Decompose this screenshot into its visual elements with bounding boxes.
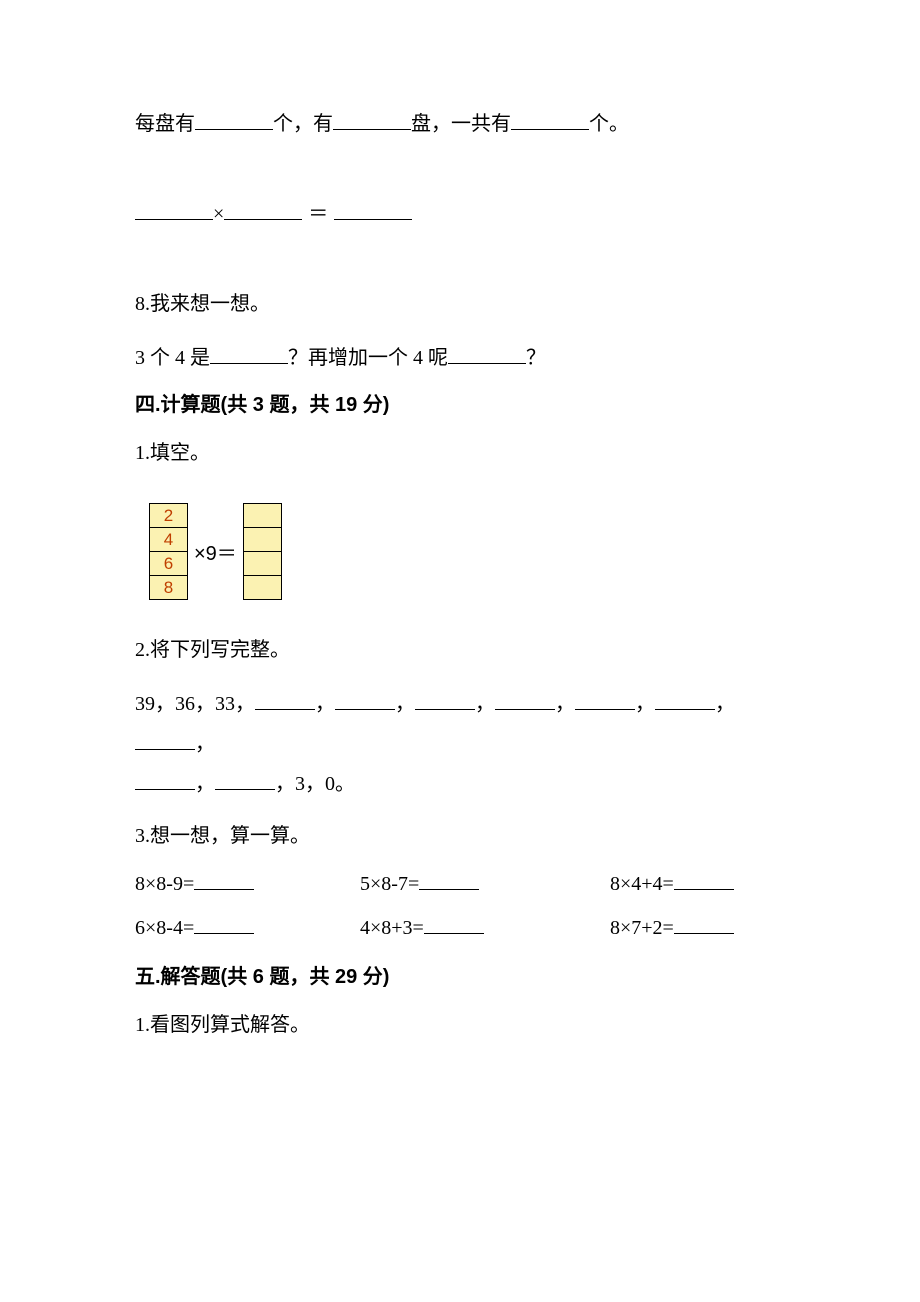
cell [243,576,281,600]
text: ＝ [308,203,328,225]
s4q2: 2.将下列写完整。 [135,636,785,664]
expr: 8×7+2= [610,917,674,939]
blank [215,770,275,790]
text: ， [195,733,215,755]
cell: 6 [150,552,188,576]
right-column [243,503,282,600]
page: 每盘有个，有盘，一共有个。 ×＝ 8.我来想一想。 3 个 4 是？再增加一个 … [0,0,920,1039]
blank [495,690,555,710]
blank [194,914,254,934]
blank [210,344,288,364]
text: ， [395,693,415,715]
blank [448,344,526,364]
text: ？再增加一个 4 呢 [288,347,448,369]
blank [335,690,395,710]
text: ， [315,693,335,715]
cell [243,504,281,528]
blank [674,914,734,934]
text: 39，36，33， [135,693,255,715]
calc-row-2: 6×8-4= 4×8+3= 8×7+2= [135,914,785,940]
cell: 8 [150,576,188,600]
blank [135,200,213,220]
blank [419,870,479,890]
expr: 8×4+4= [610,873,674,895]
q7-line1: 每盘有 个，有 盘，一共有 个。 [135,110,785,138]
s4q1: 1.填空。 [135,439,785,467]
blank [135,730,195,750]
cell [243,528,281,552]
mult-figure: 2 4 6 8 ×9＝ [149,503,785,600]
q8-body: 3 个 4 是 ？再增加一个 4 呢 ？ [135,344,785,372]
expr: 4×8+3= [360,917,424,939]
text: 个，有 [273,113,333,135]
blank [334,200,412,220]
s4q2-seq: 39，36，33， ， ， ， ， ， ， ， ， ，3，0。 [135,684,785,804]
text: ， [195,773,215,795]
calc-row-1: 8×8-9= 5×8-7= 8×4+4= [135,870,785,896]
blank [655,690,715,710]
expr: 5×8-7= [360,873,419,895]
blank [194,870,254,890]
text: 每盘有 [135,113,195,135]
text: ？ [526,347,546,369]
text: ， [555,693,575,715]
blank [674,870,734,890]
text: ， [635,693,655,715]
section-4-title: 四.计算题(共 3 题，共 19 分) [135,388,785,417]
text: × [213,203,224,225]
expr: 8×8-9= [135,873,194,895]
blank [575,690,635,710]
blank [135,770,195,790]
q7-line2: ×＝ [135,200,785,228]
text: 个。 [589,113,629,135]
text: ， [715,693,735,715]
text: ，3，0。 [275,773,355,795]
cell [243,552,281,576]
cell: 2 [150,504,188,528]
s4q3: 3.想一想，算一算。 [135,822,785,850]
blank [415,690,475,710]
blank [224,200,302,220]
expr: 6×8-4= [135,917,194,939]
section-5-title: 五.解答题(共 6 题，共 29 分) [135,960,785,989]
blank [511,110,589,130]
text: 盘，一共有 [411,113,511,135]
operator: ×9＝ [194,537,237,566]
cell: 4 [150,528,188,552]
left-column: 2 4 6 8 [149,503,188,600]
blank [424,914,484,934]
blank [255,690,315,710]
text: 3 个 4 是 [135,347,210,369]
blank [195,110,273,130]
s5q1: 1.看图列算式解答。 [135,1011,785,1039]
q8-title: 8.我来想一想。 [135,290,785,318]
blank [333,110,411,130]
text: ， [475,693,495,715]
